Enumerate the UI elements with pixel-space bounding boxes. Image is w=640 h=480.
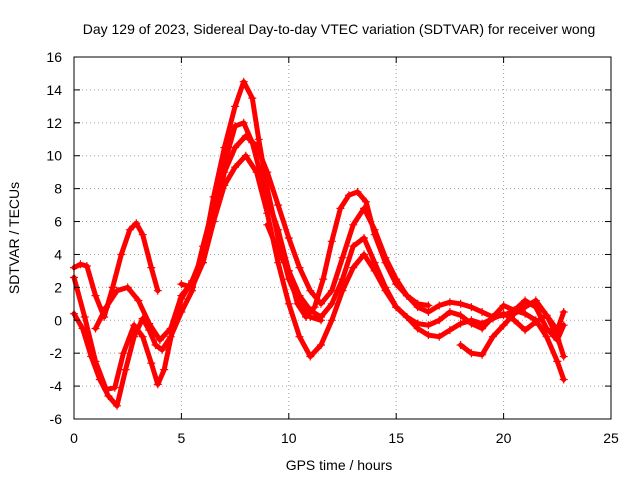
y-tick-label: 6 <box>54 214 62 230</box>
y-tick-label: 16 <box>46 49 62 65</box>
y-tick-label: 14 <box>46 82 62 98</box>
y-tick-label: -6 <box>50 411 63 427</box>
y-tick-label: 2 <box>54 279 62 295</box>
data-series <box>70 77 568 410</box>
y-tick-label: 12 <box>46 115 62 131</box>
series-line <box>71 220 161 320</box>
series-line <box>93 133 431 343</box>
series-markers <box>263 220 568 344</box>
x-axis-label: GPS time / hours <box>286 457 393 473</box>
chart-title: Day 129 of 2023, Sidereal Day-to-day VTE… <box>83 21 596 37</box>
plot-frame <box>73 56 612 420</box>
series-4 <box>91 132 433 344</box>
series-1 <box>70 219 162 321</box>
x-tick-label: 0 <box>70 430 78 446</box>
x-tick-label: 5 <box>178 430 186 446</box>
series-markers <box>456 296 568 359</box>
x-tick-label: 25 <box>603 430 619 446</box>
series-markers <box>70 118 568 410</box>
grid <box>74 57 611 419</box>
y-tick-label: 8 <box>54 181 62 197</box>
y-axis-label: SDTVAR / TECUs <box>6 182 22 294</box>
series-3 <box>70 118 568 410</box>
y-tick-label: 10 <box>46 148 62 164</box>
y-tick-label: -2 <box>50 345 63 361</box>
y-tick-label: 0 <box>54 312 62 328</box>
y-tick-label: 4 <box>54 246 62 262</box>
axis-ticks: 0 5 10 15 20 25 -6 -4 -2 0 2 4 6 8 10 12 14 16 <box>46 49 619 446</box>
series-7 <box>456 296 568 359</box>
x-tick-label: 15 <box>388 430 404 446</box>
x-tick-label: 20 <box>496 430 512 446</box>
y-tick-label: -4 <box>50 378 63 394</box>
series-line <box>71 79 324 392</box>
series-6 <box>263 220 568 344</box>
x-tick-label: 10 <box>281 430 297 446</box>
